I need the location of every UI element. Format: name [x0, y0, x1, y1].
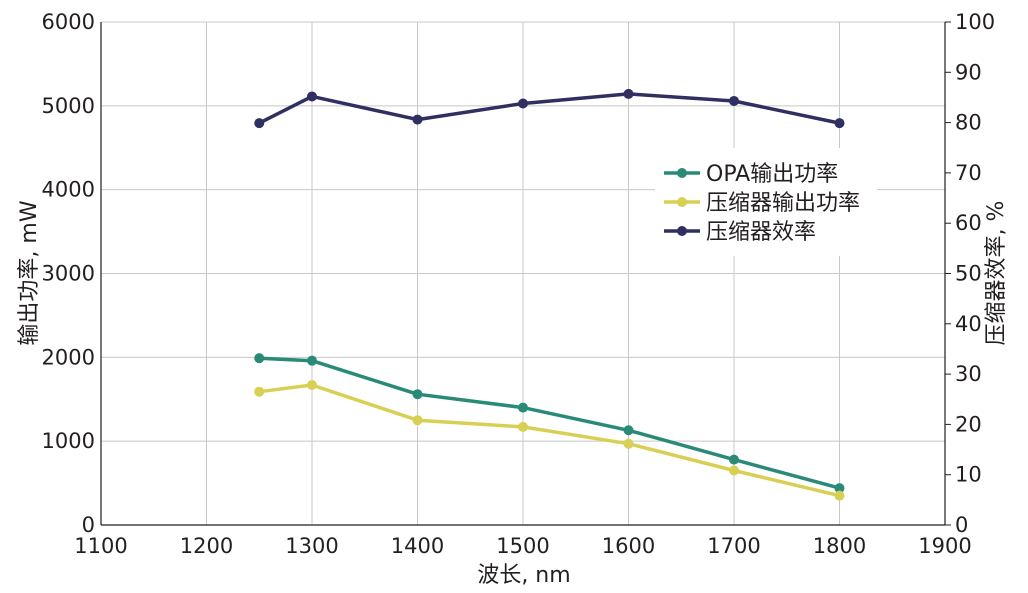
x-axis-label: 波长, nm	[477, 563, 570, 588]
legend-swatch-marker	[677, 197, 687, 207]
grid	[100, 21, 946, 526]
legend-label: 压缩器输出功率	[706, 191, 860, 216]
series-0	[254, 353, 845, 494]
data-point	[307, 91, 317, 102]
data-point	[307, 379, 317, 390]
x-tick-label: 1800	[813, 534, 866, 558]
legend-label: 压缩器效率	[706, 220, 816, 245]
legend-swatch-marker	[677, 168, 687, 178]
series-1	[254, 379, 845, 501]
x-tick-label: 1400	[391, 534, 444, 558]
data-point	[623, 88, 634, 99]
y-tick-label: 5000	[42, 94, 95, 118]
y2-tick-label: 0	[955, 513, 968, 537]
data-point	[254, 118, 265, 129]
y-axis-label: 输出功率, mW	[17, 200, 42, 345]
data-point	[518, 421, 528, 432]
series-line	[258, 92, 840, 125]
y-tick-label: 4000	[42, 178, 95, 202]
y2-axis-label: 压缩器效率, %	[984, 201, 1009, 346]
data-point	[254, 386, 265, 397]
y2-tick-labels: 0 10 20 30 40 50 60 70 80 90 100	[955, 10, 995, 537]
y2-tick-label: 10	[955, 463, 982, 487]
data-point	[518, 98, 528, 109]
data-point	[254, 353, 265, 364]
data-point	[623, 425, 634, 436]
series-group	[254, 88, 845, 501]
data-point	[834, 490, 845, 501]
y2-tick-label: 60	[955, 211, 982, 235]
y-tick-label: 3000	[42, 262, 95, 286]
legend-item: 压缩器输出功率	[664, 191, 860, 216]
axes	[100, 21, 951, 526]
x-tick-label: 1600	[602, 534, 655, 558]
data-point	[307, 355, 317, 366]
x-tick-label: 1500	[496, 534, 549, 558]
data-point	[729, 95, 739, 106]
legend-item: OPA输出功率	[664, 162, 838, 187]
data-point	[834, 483, 845, 494]
data-point	[729, 465, 739, 476]
data-point	[412, 389, 423, 400]
legend-item: 压缩器效率	[664, 220, 816, 245]
y-tick-label: 0	[82, 513, 95, 537]
x-tick-label: 1100	[74, 534, 127, 558]
series-2	[254, 88, 845, 129]
y2-tick-label: 50	[955, 262, 982, 286]
series-line	[259, 356, 840, 490]
y2-tick-label: 30	[955, 362, 982, 386]
x-tick-label: 1200	[180, 534, 233, 558]
y-tick-label: 2000	[42, 345, 95, 369]
data-point	[412, 415, 423, 426]
y2-tick-label: 20	[955, 412, 982, 436]
y2-tick-label: 70	[955, 161, 982, 185]
y2-tick-label: 100	[955, 10, 995, 34]
data-point	[518, 402, 528, 413]
y2-tick-label: 80	[955, 111, 982, 135]
y2-tick-label: 90	[955, 60, 982, 84]
y2-tick-label: 40	[955, 312, 982, 336]
data-point	[834, 118, 845, 129]
series-line	[259, 383, 840, 498]
y-tick-label: 1000	[42, 429, 95, 453]
x-tick-label: 1700	[707, 534, 760, 558]
data-point	[412, 114, 423, 125]
data-point	[623, 438, 634, 449]
x-tick-label: 1300	[285, 534, 338, 558]
x-tick-label: 1900	[918, 534, 971, 558]
y-tick-labels: 0 1000 2000 3000 4000 5000 6000	[42, 10, 95, 537]
legend-swatch-marker	[677, 226, 687, 236]
legend-label: OPA输出功率	[706, 162, 838, 187]
data-point	[729, 454, 739, 465]
y-tick-label: 6000	[42, 10, 95, 34]
x-tick-labels: 1100 1200 1300 1400 1500 1600 1700 1800 1900	[74, 534, 971, 558]
